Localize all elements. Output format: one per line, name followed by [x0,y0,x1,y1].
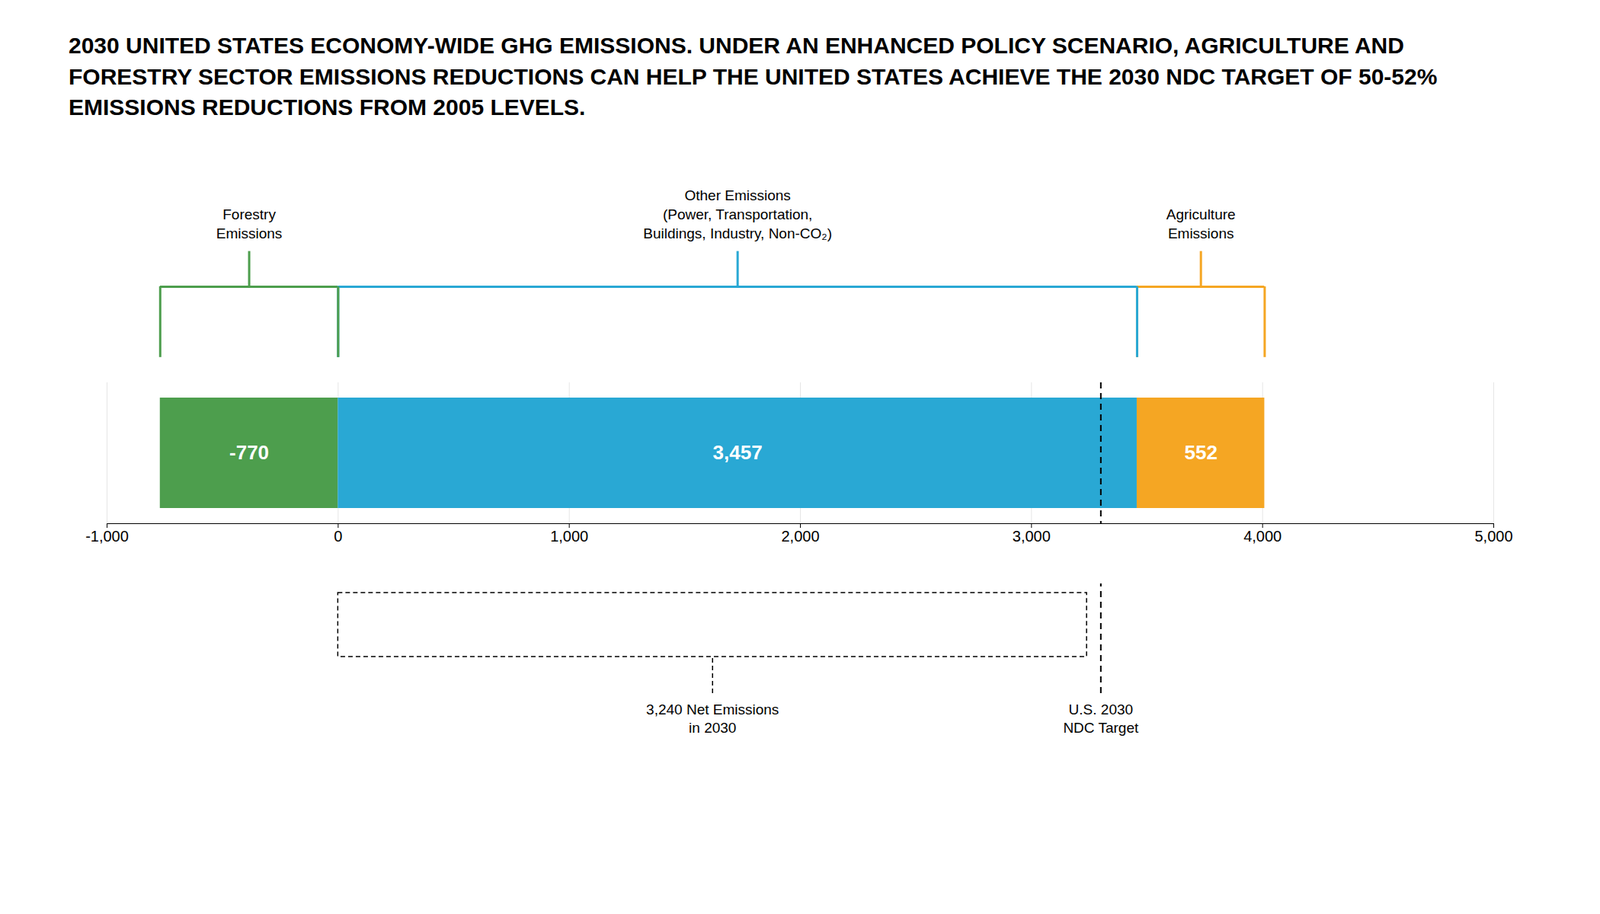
svg-text:Other Emissions(Power, Transpo: Other Emissions(Power, Transportation,Bu… [643,187,832,241]
svg-text:552: 552 [1184,441,1217,464]
svg-text:3,240 Net Emissionsin 2030: 3,240 Net Emissionsin 2030 [646,700,779,736]
svg-text:1,000: 1,000 [550,527,589,544]
svg-text:2,000: 2,000 [780,527,820,544]
svg-text:ForestryEmissions: ForestryEmissions [216,206,283,242]
svg-text:-770: -770 [229,441,269,464]
svg-text:5,000: 5,000 [1474,527,1513,544]
svg-text:3,457: 3,457 [713,441,763,464]
html-text:2030 UNITED STATES ECONOMY-WID: 2030 UNITED STATES ECONOMY-WIDE GHG EMIS… [68,32,1438,120]
svg-text:4,000: 4,000 [1243,527,1282,544]
svg-text:0: 0 [333,527,343,544]
svg-text:-1,000: -1,000 [85,527,129,544]
svg-text:3,000: 3,000 [1012,527,1051,544]
svg-text:AgricultureEmissions: AgricultureEmissions [1166,206,1236,242]
svg-text:U.S. 2030NDC Target: U.S. 2030NDC Target [1062,700,1140,736]
